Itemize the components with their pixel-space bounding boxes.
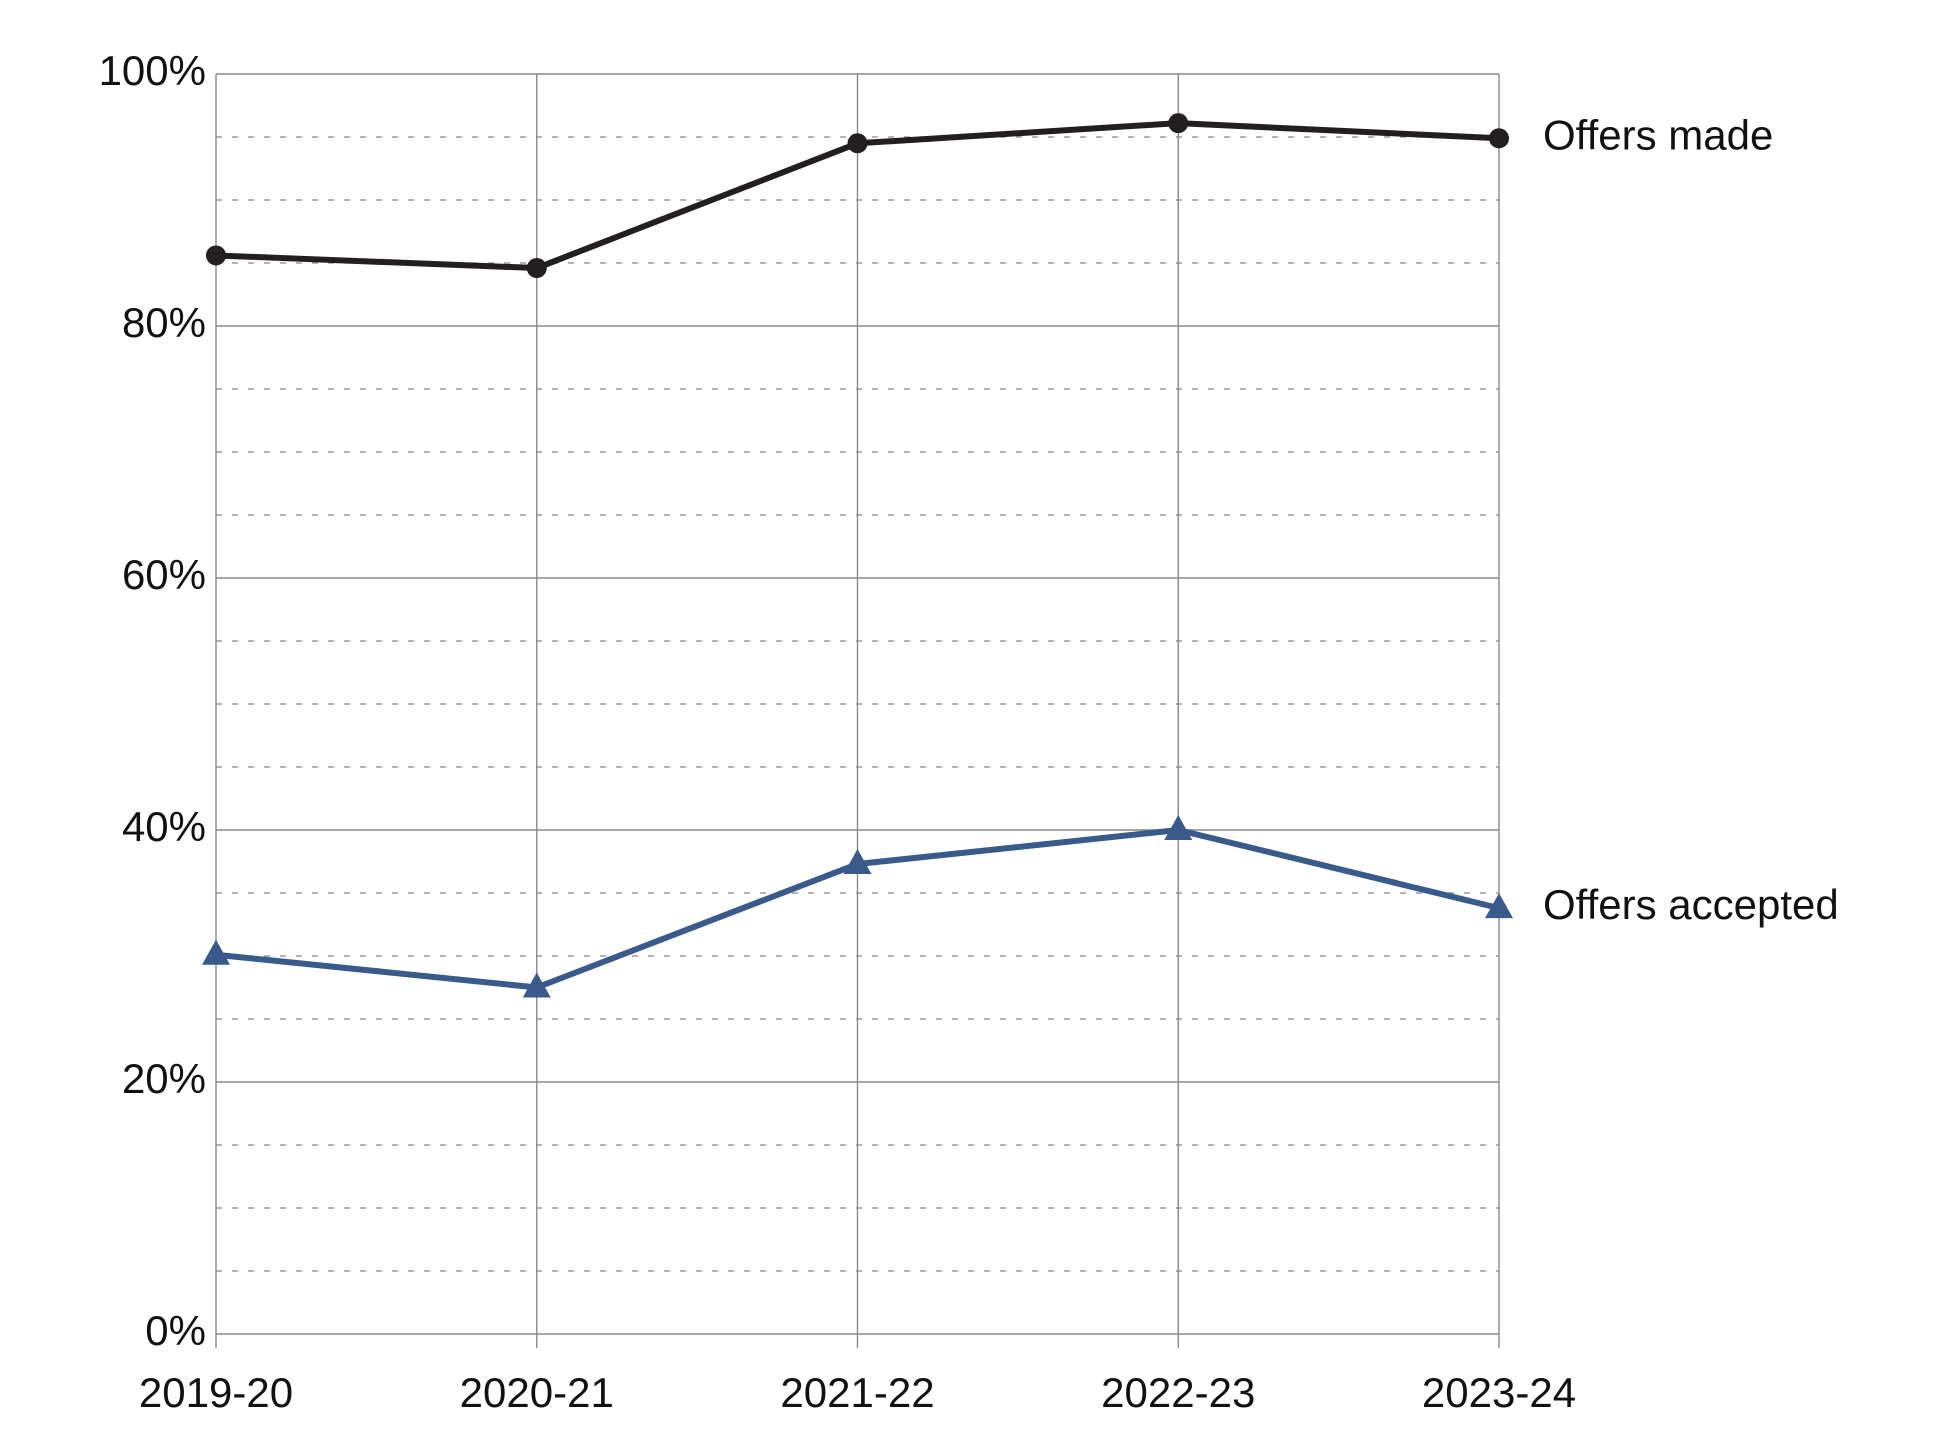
x-tick-label: 2023-24 — [1422, 1369, 1576, 1416]
x-tick-label: 2020-21 — [460, 1369, 614, 1416]
marker — [1485, 893, 1513, 919]
marker — [1164, 815, 1193, 840]
y-tick-label: 80% — [122, 299, 206, 346]
marker — [843, 849, 872, 875]
y-tick-label: 0% — [145, 1307, 206, 1354]
series-label: Offers made — [1543, 111, 1773, 158]
x-tick-label: 2021-22 — [780, 1369, 934, 1416]
y-tick-label: 60% — [122, 551, 206, 598]
x-tick-label: 2022-23 — [1101, 1369, 1255, 1416]
y-tick-label: 20% — [122, 1055, 206, 1102]
series-label: Offers accepted — [1543, 881, 1839, 928]
marker — [202, 939, 230, 965]
x-tick-label: 2019-20 — [139, 1369, 293, 1416]
y-tick-label: 40% — [122, 803, 206, 850]
marker — [1168, 113, 1189, 134]
marker — [1489, 128, 1509, 149]
marker — [206, 245, 226, 266]
y-tick-label: 100% — [99, 47, 206, 94]
marker — [522, 972, 551, 998]
marker — [847, 133, 868, 154]
marker — [526, 258, 547, 279]
